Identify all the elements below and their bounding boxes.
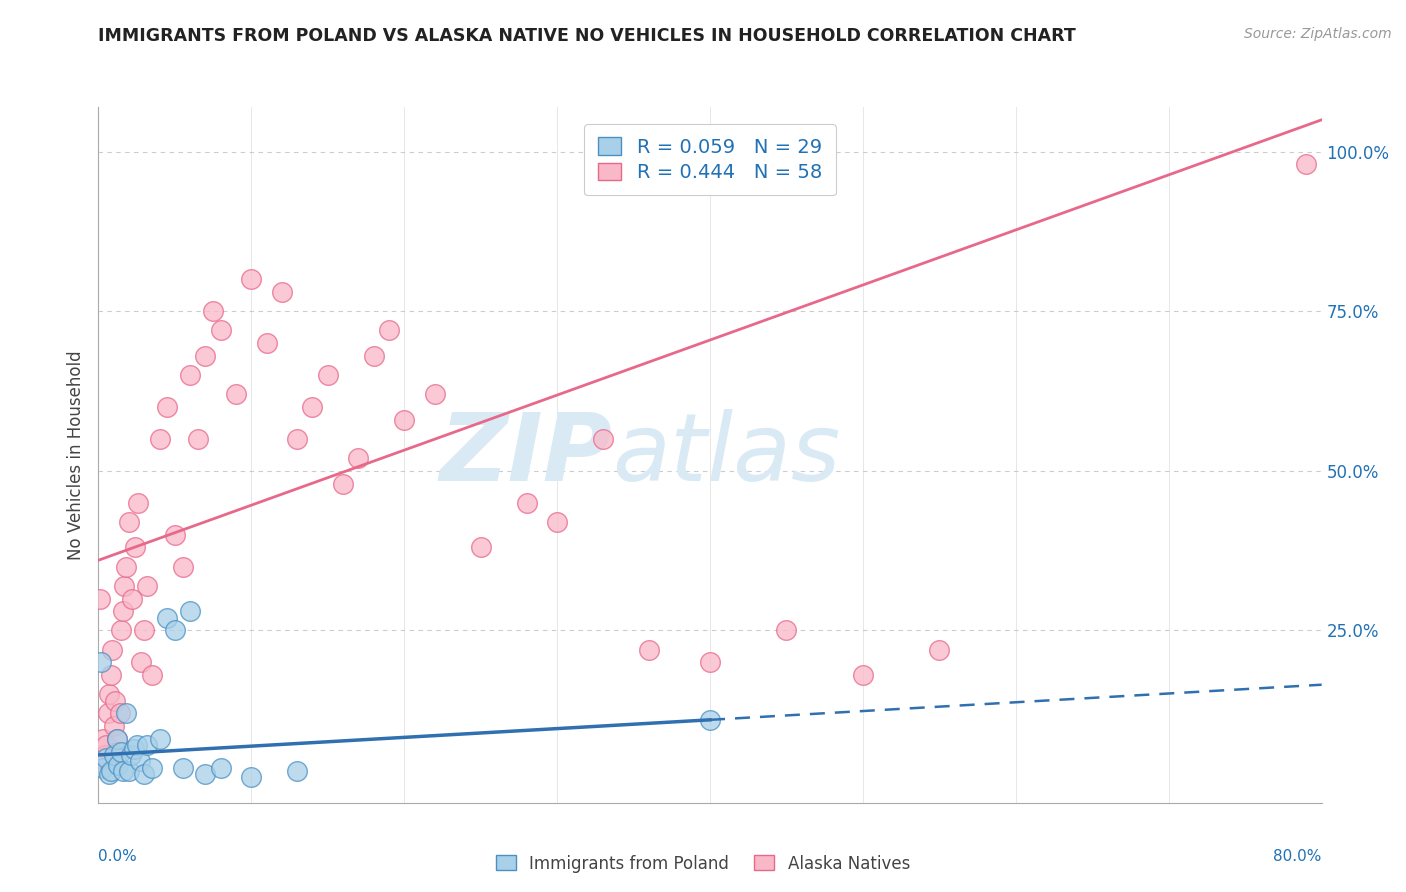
Point bbox=[97, 706, 120, 721]
Legend: R = 0.059   N = 29, R = 0.444   N = 58: R = 0.059 N = 29, R = 0.444 N = 58 bbox=[585, 124, 835, 195]
Point bbox=[172, 559, 194, 574]
Point bbox=[107, 757, 129, 772]
Point bbox=[98, 687, 121, 701]
Point bbox=[202, 304, 225, 318]
Point bbox=[592, 432, 614, 446]
Legend: Immigrants from Poland, Alaska Natives: Immigrants from Poland, Alaska Natives bbox=[489, 848, 917, 880]
Point bbox=[122, 741, 145, 756]
Point bbox=[134, 624, 156, 638]
Point bbox=[129, 656, 152, 670]
Point bbox=[347, 451, 370, 466]
Point bbox=[91, 761, 114, 775]
Point bbox=[120, 747, 142, 762]
Point bbox=[699, 656, 721, 670]
Point bbox=[423, 387, 446, 401]
Point bbox=[775, 624, 797, 638]
Point bbox=[94, 751, 117, 765]
Point bbox=[121, 591, 143, 606]
Point bbox=[107, 745, 129, 759]
Point bbox=[285, 764, 308, 778]
Point bbox=[98, 767, 121, 781]
Text: 80.0%: 80.0% bbox=[1274, 849, 1322, 863]
Point bbox=[270, 285, 294, 300]
Point bbox=[209, 761, 232, 775]
Point bbox=[103, 747, 125, 762]
Text: Source: ZipAtlas.com: Source: ZipAtlas.com bbox=[1244, 27, 1392, 41]
Point bbox=[91, 731, 114, 746]
Point bbox=[110, 624, 132, 638]
Point bbox=[301, 400, 323, 414]
Point bbox=[124, 541, 146, 555]
Text: IMMIGRANTS FROM POLAND VS ALASKA NATIVE NO VEHICLES IN HOUSEHOLD CORRELATION CHA: IMMIGRANTS FROM POLAND VS ALASKA NATIVE … bbox=[98, 27, 1076, 45]
Point bbox=[163, 527, 186, 541]
Point bbox=[103, 719, 125, 733]
Point bbox=[105, 731, 128, 746]
Point bbox=[179, 604, 201, 618]
Point bbox=[141, 668, 163, 682]
Point bbox=[100, 668, 122, 682]
Point bbox=[128, 754, 150, 768]
Point bbox=[149, 731, 172, 746]
Point bbox=[141, 761, 163, 775]
Point bbox=[546, 515, 568, 529]
Point bbox=[118, 515, 141, 529]
Point bbox=[316, 368, 339, 383]
Y-axis label: No Vehicles in Household: No Vehicles in Household bbox=[66, 350, 84, 560]
Point bbox=[225, 387, 247, 401]
Point bbox=[1295, 157, 1317, 171]
Point bbox=[90, 656, 112, 670]
Point bbox=[136, 739, 159, 753]
Point bbox=[194, 349, 217, 363]
Point bbox=[136, 579, 159, 593]
Point bbox=[392, 413, 416, 427]
Point bbox=[470, 541, 492, 555]
Point bbox=[100, 764, 122, 778]
Point bbox=[118, 764, 141, 778]
Point bbox=[115, 706, 138, 721]
Point bbox=[90, 751, 112, 765]
Point bbox=[111, 604, 134, 618]
Point bbox=[256, 336, 278, 351]
Text: 0.0%: 0.0% bbox=[98, 849, 138, 863]
Text: ZIP: ZIP bbox=[439, 409, 612, 501]
Point bbox=[194, 767, 217, 781]
Point bbox=[240, 770, 263, 784]
Point bbox=[163, 624, 186, 638]
Point bbox=[699, 713, 721, 727]
Text: atlas: atlas bbox=[612, 409, 841, 500]
Point bbox=[110, 745, 132, 759]
Point bbox=[285, 432, 308, 446]
Point bbox=[149, 432, 172, 446]
Point bbox=[112, 579, 135, 593]
Point bbox=[127, 496, 149, 510]
Point bbox=[852, 668, 875, 682]
Point bbox=[108, 706, 131, 721]
Point bbox=[928, 642, 950, 657]
Point bbox=[115, 559, 138, 574]
Point bbox=[209, 323, 232, 337]
Point bbox=[94, 739, 117, 753]
Point bbox=[134, 767, 156, 781]
Point bbox=[363, 349, 385, 363]
Point bbox=[156, 610, 179, 624]
Point bbox=[105, 731, 128, 746]
Point bbox=[156, 400, 179, 414]
Point bbox=[93, 747, 115, 762]
Point bbox=[332, 476, 354, 491]
Point bbox=[125, 739, 148, 753]
Point bbox=[89, 591, 111, 606]
Point bbox=[179, 368, 201, 383]
Point bbox=[378, 323, 401, 337]
Point bbox=[240, 272, 263, 286]
Point bbox=[172, 761, 194, 775]
Point bbox=[104, 694, 127, 708]
Point bbox=[187, 432, 209, 446]
Point bbox=[101, 642, 124, 657]
Point bbox=[637, 642, 661, 657]
Point bbox=[516, 496, 538, 510]
Point bbox=[111, 764, 134, 778]
